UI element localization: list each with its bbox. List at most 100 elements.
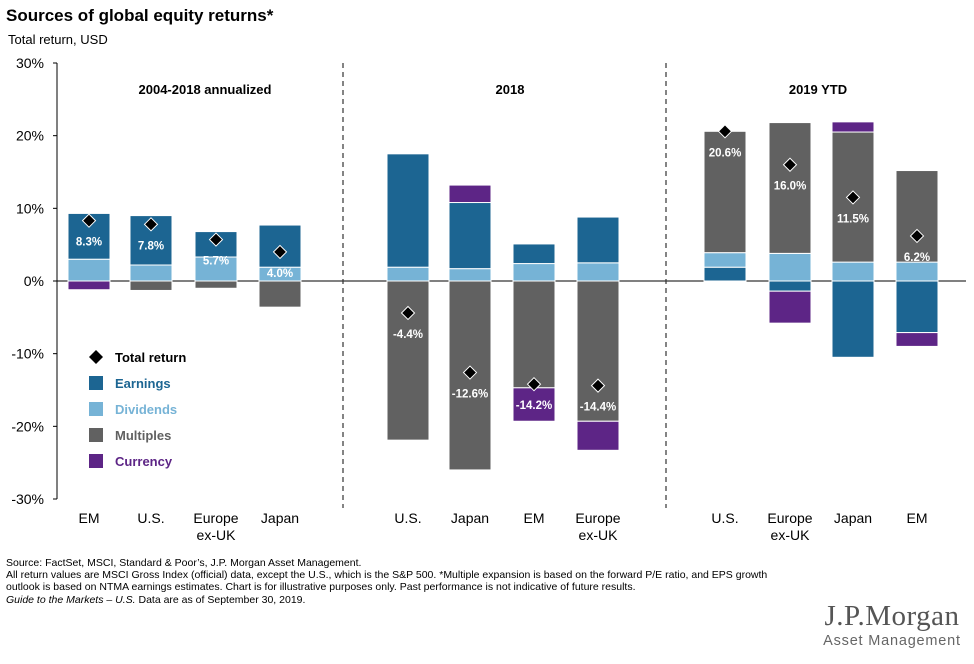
bar-segment-multiples bbox=[512, 280, 556, 389]
bar-segment-dividends bbox=[67, 258, 111, 282]
category-label: Europe bbox=[767, 510, 812, 526]
bar-segment-currency bbox=[448, 184, 492, 204]
guide-note: Guide to the Markets – U.S. Data are as … bbox=[6, 594, 796, 606]
category-label: U.S. bbox=[137, 510, 164, 526]
total-return-label: -4.4% bbox=[393, 329, 423, 341]
legend-swatch-currency bbox=[89, 454, 103, 468]
y-tick-label: -10% bbox=[11, 346, 44, 362]
category-label: Japan bbox=[261, 510, 299, 526]
y-tick-label: -20% bbox=[11, 418, 44, 434]
category-label: EM bbox=[524, 510, 545, 526]
chart-subtitle: Total return, USD bbox=[8, 32, 108, 47]
total-return-label: -14.2% bbox=[516, 400, 552, 412]
logo-brand: J.P.Morgan bbox=[824, 600, 960, 632]
category-label: U.S. bbox=[711, 510, 738, 526]
category-label: Europe bbox=[193, 510, 238, 526]
category-label: EM bbox=[79, 510, 100, 526]
bar-segment-earnings bbox=[768, 280, 812, 292]
bar-segment-dividends bbox=[448, 268, 492, 282]
bar-segment-earnings bbox=[831, 280, 875, 358]
logo-subtitle: Asset Management bbox=[823, 633, 961, 649]
bar-segment-earnings bbox=[386, 153, 430, 268]
total-return-marker bbox=[208, 232, 224, 247]
category-label: EM bbox=[907, 510, 928, 526]
bar-segment-earnings bbox=[895, 280, 939, 334]
bar-segment-dividends bbox=[831, 261, 875, 282]
total-return-marker bbox=[909, 228, 925, 244]
bar-segment-currency bbox=[895, 332, 939, 347]
total-return-marker bbox=[143, 217, 159, 232]
group-title: 2019 YTD bbox=[789, 82, 847, 97]
jpmorgan-logo: J.P.Morgan Asset Management bbox=[814, 600, 970, 650]
bar-segment-earnings bbox=[512, 243, 556, 265]
total-return-marker bbox=[526, 376, 542, 392]
total-return-marker bbox=[81, 213, 97, 228]
total-return-label: 6.2% bbox=[904, 252, 930, 264]
bar-segment-multiples bbox=[129, 280, 173, 291]
bar-segment-dividends bbox=[512, 263, 556, 282]
category-label: Europe bbox=[575, 510, 620, 526]
y-tick-label: 20% bbox=[16, 128, 44, 144]
bar-segment-multiples bbox=[386, 280, 430, 441]
source-note: Source: FactSet, MSCI, Standard & Poor’s… bbox=[6, 557, 362, 569]
legend-label: Currency bbox=[115, 454, 173, 469]
total-return-marker bbox=[272, 244, 288, 260]
bar-segment-multiples bbox=[194, 280, 238, 289]
bar-segment-currency bbox=[831, 121, 875, 133]
guide-date: Data are as of September 30, 2019. bbox=[135, 593, 306, 606]
bar-segment-dividends bbox=[576, 262, 620, 282]
total-return-marker bbox=[462, 365, 478, 380]
total-return-marker bbox=[400, 305, 416, 321]
bar-segment-currency bbox=[67, 280, 111, 291]
y-tick-label: 30% bbox=[16, 55, 44, 71]
equity-returns-chart: 30% 20% 10% 0% -10% -20% -30% 2004-2018 annuali… bbox=[11, 55, 966, 543]
guide-title: Guide to the Markets – U.S. bbox=[6, 593, 136, 606]
legend-label: Total return bbox=[115, 350, 186, 365]
chart-title: Sources of global equity returns* bbox=[6, 6, 274, 25]
total-return-label: 4.0% bbox=[267, 268, 293, 280]
bar-segment-multiples bbox=[576, 280, 620, 422]
total-return-label: 11.5% bbox=[837, 213, 869, 225]
legend-label: Multiples bbox=[115, 428, 171, 443]
legend-swatch-earnings bbox=[89, 376, 103, 390]
category-label: ex-UK bbox=[579, 527, 619, 543]
y-tick-label: 10% bbox=[16, 200, 44, 216]
bar-segment-currency bbox=[512, 387, 556, 422]
bar-segment-multiples bbox=[258, 280, 302, 308]
category-label: ex-UK bbox=[771, 527, 811, 543]
legend-diamond-icon bbox=[89, 350, 103, 364]
total-return-marker bbox=[782, 157, 798, 172]
category-label: Japan bbox=[834, 510, 872, 526]
bar-segment-dividends bbox=[768, 252, 812, 282]
category-label: U.S. bbox=[394, 510, 421, 526]
total-return-marker bbox=[845, 190, 861, 205]
category-label: ex-UK bbox=[197, 527, 237, 543]
total-return-label: -14.4% bbox=[580, 402, 616, 414]
total-return-marker bbox=[590, 378, 606, 393]
bar-segment-dividends bbox=[895, 261, 939, 282]
group-title: 2018 bbox=[496, 82, 525, 97]
bar-segment-earnings bbox=[448, 202, 492, 270]
legend-swatch-multiples bbox=[89, 428, 103, 442]
total-return-marker bbox=[717, 124, 733, 139]
total-return-label: 5.7% bbox=[203, 256, 229, 268]
category-label: Japan bbox=[451, 510, 489, 526]
bar-segment-currency bbox=[576, 420, 620, 451]
y-tick-label: -30% bbox=[11, 491, 44, 507]
y-tick-label: 0% bbox=[24, 273, 44, 289]
bar-segment-dividends bbox=[386, 266, 430, 282]
bar-segment-multiples bbox=[768, 122, 812, 254]
total-return-label: 20.6% bbox=[709, 147, 742, 159]
total-return-label: 16.0% bbox=[774, 181, 807, 193]
group-title: 2004-2018 annualized bbox=[139, 82, 272, 97]
bar-segment-earnings bbox=[576, 216, 620, 264]
bar-segment-dividends bbox=[703, 252, 747, 268]
total-return-label: -12.6% bbox=[452, 389, 488, 401]
legend-label: Dividends bbox=[115, 402, 177, 417]
total-return-label: 7.8% bbox=[138, 240, 164, 252]
footnotes: Source: FactSet, MSCI, Standard & Poor’s… bbox=[6, 557, 796, 606]
legend-swatch-dividends bbox=[89, 402, 103, 416]
legend-label: Earnings bbox=[115, 376, 171, 391]
bar-segment-multiples bbox=[895, 170, 939, 263]
total-return-label: 8.3% bbox=[76, 237, 102, 249]
